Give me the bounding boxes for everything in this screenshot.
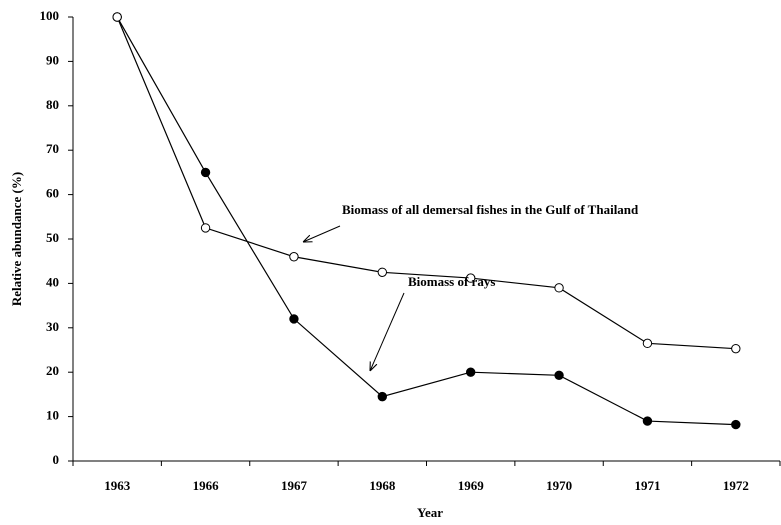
data-point xyxy=(465,273,476,283)
data-point xyxy=(642,338,653,349)
y-tick-label: 40 xyxy=(46,274,59,289)
data-point xyxy=(554,283,564,293)
x-tick-label: 1966 xyxy=(193,478,220,493)
x-axis-label: Year xyxy=(417,505,443,520)
y-tick-label: 60 xyxy=(46,186,59,201)
x-tick-label: 1972 xyxy=(723,478,749,493)
y-tick-label: 80 xyxy=(46,97,59,112)
data-point xyxy=(731,419,741,430)
y-axis-label: Relative abundance (%) xyxy=(9,172,24,306)
data-point xyxy=(289,252,299,262)
data-point xyxy=(200,223,211,233)
x-tick-label: 1969 xyxy=(458,478,485,493)
y-tick-label: 90 xyxy=(46,52,59,67)
y-tick-label: 70 xyxy=(46,141,59,156)
y-tick-label: 30 xyxy=(46,319,59,334)
data-point xyxy=(289,314,299,324)
annotation-arrow xyxy=(303,225,341,242)
annotation: Biomass of rays xyxy=(408,274,495,289)
x-tick-label: 1968 xyxy=(369,478,396,493)
series-line xyxy=(116,16,736,426)
x-tick-label: 1963 xyxy=(104,478,131,493)
data-point xyxy=(377,267,388,277)
data-point xyxy=(200,167,211,178)
series-line xyxy=(116,16,736,350)
data-point xyxy=(465,367,476,377)
y-tick-label: 50 xyxy=(46,230,59,245)
y-tick-label: 20 xyxy=(46,363,59,378)
x-tick-label: 1967 xyxy=(281,478,308,493)
y-tick-label: 100 xyxy=(40,8,60,23)
y-tick-label: 10 xyxy=(46,408,59,423)
annotation: Biomass of all demersal fishes in the Gu… xyxy=(342,202,639,217)
data-point xyxy=(554,370,564,381)
data-point xyxy=(731,343,741,354)
data-point xyxy=(642,416,653,426)
x-tick-label: 1970 xyxy=(546,478,572,493)
annotation-arrow xyxy=(370,292,405,371)
y-tick-label: 0 xyxy=(53,452,60,467)
data-point xyxy=(112,12,122,22)
x-tick-label: 1971 xyxy=(634,478,660,493)
data-point xyxy=(377,391,388,402)
